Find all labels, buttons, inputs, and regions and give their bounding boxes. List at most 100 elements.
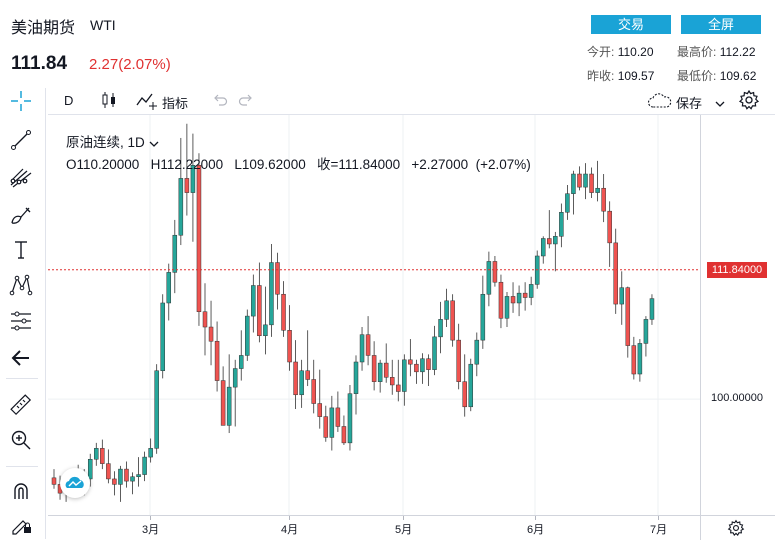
candle-body (420, 358, 425, 373)
candle (166, 263, 172, 321)
price-axis[interactable]: 111.84000 100.00000 (700, 115, 775, 515)
measure-icon[interactable] (8, 308, 34, 334)
candle-body (474, 339, 480, 365)
candle (371, 341, 377, 391)
candle-body (106, 463, 111, 480)
trendline-icon[interactable] (8, 127, 34, 153)
candle (402, 354, 407, 406)
candle-body (329, 407, 335, 438)
candle (480, 275, 486, 349)
candle (438, 301, 443, 354)
candle (226, 354, 232, 434)
candle (474, 332, 480, 377)
candle (299, 359, 304, 408)
candle (613, 228, 618, 314)
candlestick-chart[interactable] (48, 115, 700, 515)
interval-selector[interactable]: D (64, 93, 74, 108)
time-tick (403, 516, 404, 520)
ruler-icon[interactable] (8, 392, 34, 418)
chevron-down-icon[interactable] (714, 96, 726, 107)
candle-body (323, 416, 329, 438)
candles-icon[interactable] (100, 90, 118, 110)
candle-body (619, 287, 625, 305)
stat-prev-close-label: 昨收: (587, 69, 615, 83)
brush-icon[interactable] (8, 202, 34, 228)
candle-body (190, 165, 196, 193)
pencil-lock-icon[interactable] (8, 512, 34, 538)
candle (540, 236, 546, 264)
pitchfork-icon[interactable] (8, 165, 34, 191)
pattern-icon[interactable] (8, 272, 34, 298)
candle (625, 286, 631, 358)
crosshair-icon[interactable] (8, 88, 34, 114)
candle (607, 201, 612, 267)
indicator-icon[interactable] (136, 90, 158, 110)
candle-body (124, 468, 129, 482)
time-tick-label: 7月 (650, 524, 668, 536)
time-axis[interactable]: 3月 4月 5月 6月 7月 (48, 515, 700, 540)
toolbar-separator (6, 466, 38, 467)
candle-body (432, 336, 437, 370)
candle-body (649, 298, 655, 320)
undo-icon[interactable] (212, 92, 228, 108)
zoom-in-icon[interactable] (8, 427, 34, 453)
candle-body (160, 302, 165, 371)
candle-body (444, 300, 449, 320)
candle (522, 282, 528, 311)
candle-body (426, 358, 431, 370)
back-arrow-icon[interactable] (8, 345, 34, 371)
candle-body (94, 448, 99, 460)
candle (559, 203, 564, 248)
candle (112, 471, 117, 496)
candle (637, 339, 643, 382)
candle-body (583, 173, 588, 188)
chart-legend-title[interactable]: 原油连续, 1D (66, 131, 159, 151)
stat-prev-close: 昨收: 109.57 (587, 67, 654, 84)
fullscreen-button[interactable]: 全屏 (681, 15, 761, 34)
candle (450, 294, 455, 347)
toolbar-divider (48, 114, 775, 115)
text-icon[interactable] (8, 237, 34, 263)
candle-body (589, 173, 594, 193)
candle (504, 292, 510, 328)
candle-body (547, 238, 552, 245)
candle (528, 276, 534, 306)
candle-body (571, 173, 576, 194)
candle (317, 369, 323, 429)
candle-body (396, 384, 401, 392)
candle (565, 184, 570, 220)
candle (553, 231, 558, 272)
candle (287, 305, 292, 371)
indicators-button[interactable]: 指标 (162, 96, 189, 111)
candle (492, 255, 498, 287)
candle-body (166, 272, 172, 304)
candle (178, 137, 184, 246)
magnet-icon[interactable] (8, 478, 34, 504)
save-button[interactable]: 保存 (676, 96, 703, 111)
stat-low: 最低价: 109.62 (677, 67, 756, 84)
chevron-down-icon[interactable] (149, 136, 159, 151)
candle (136, 457, 141, 487)
logo-icon[interactable] (60, 468, 90, 498)
candle-body (202, 311, 208, 328)
candle (377, 359, 383, 393)
candle-body (154, 370, 159, 449)
candle-body (492, 261, 498, 283)
candle (486, 251, 492, 307)
candle (148, 438, 153, 463)
cloud-icon[interactable] (647, 92, 673, 110)
candle (498, 274, 504, 329)
candle-body (311, 379, 316, 404)
redo-icon[interactable] (238, 92, 254, 108)
candle-body (498, 281, 504, 319)
candle (196, 153, 202, 326)
candle-body (226, 386, 232, 426)
candle (426, 354, 431, 387)
candle (516, 285, 522, 317)
candle-body (317, 403, 323, 417)
gear-icon[interactable] (738, 89, 760, 111)
candle-body (643, 319, 649, 344)
last-price-tag: 111.84000 (707, 261, 767, 278)
trade-button[interactable]: 交易 (591, 15, 671, 34)
gear-icon[interactable] (727, 519, 745, 537)
